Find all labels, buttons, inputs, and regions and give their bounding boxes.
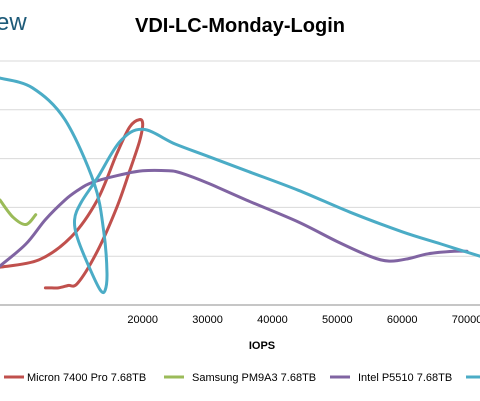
legend-label-0: Micron 7400 Pro 7.68TB <box>27 372 146 384</box>
series-line-0 <box>0 118 145 290</box>
x-tick-label-0: 20000 <box>127 314 158 326</box>
legend-label-1: Samsung PM9A3 7.68TB <box>192 372 316 384</box>
x-tick-label-5: 70000 <box>452 314 480 326</box>
x-tick-label-2: 40000 <box>257 314 288 326</box>
series-line-3 <box>0 76 480 295</box>
series-line-2 <box>0 168 469 268</box>
x-tick-labels: 20000 30000 40000 50000 60000 70000 <box>127 314 480 326</box>
x-axis-label: IOPS <box>249 340 275 352</box>
gridlines <box>0 60 480 257</box>
series-lines <box>0 76 480 295</box>
series-line-1 <box>0 198 38 227</box>
logo-text: ew <box>0 9 27 36</box>
legend: Micron 7400 Pro 7.68TB Samsung PM9A3 7.68… <box>4 372 480 384</box>
x-tick-label-1: 30000 <box>192 314 223 326</box>
chart-title: VDI-LC-Monday-Login <box>135 15 345 37</box>
x-tick-label-3: 50000 <box>322 314 353 326</box>
legend-label-2: Intel P5510 7.68TB <box>358 372 452 384</box>
x-tick-label-4: 60000 <box>387 314 418 326</box>
